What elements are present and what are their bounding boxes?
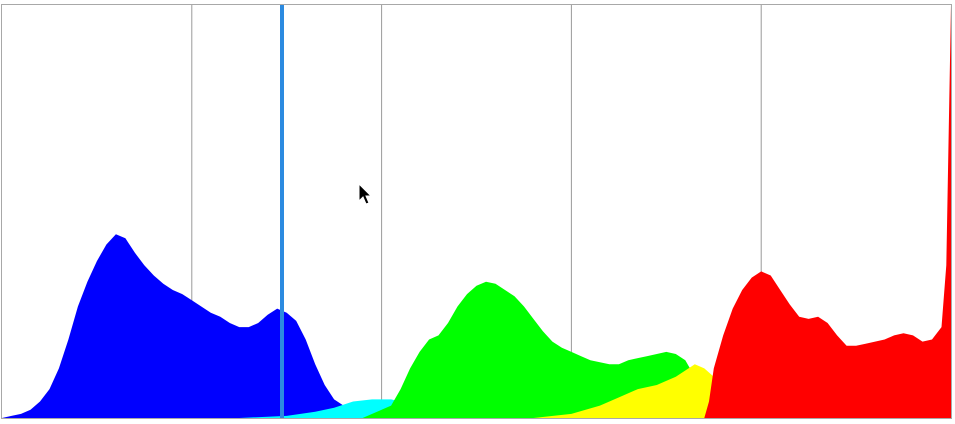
channel-area-red: [704, 5, 951, 418]
channel-area-blue: [2, 234, 951, 418]
channel-area-green: [362, 281, 724, 418]
channel-areas: [2, 5, 951, 418]
arrow-cursor-icon: [358, 182, 373, 205]
